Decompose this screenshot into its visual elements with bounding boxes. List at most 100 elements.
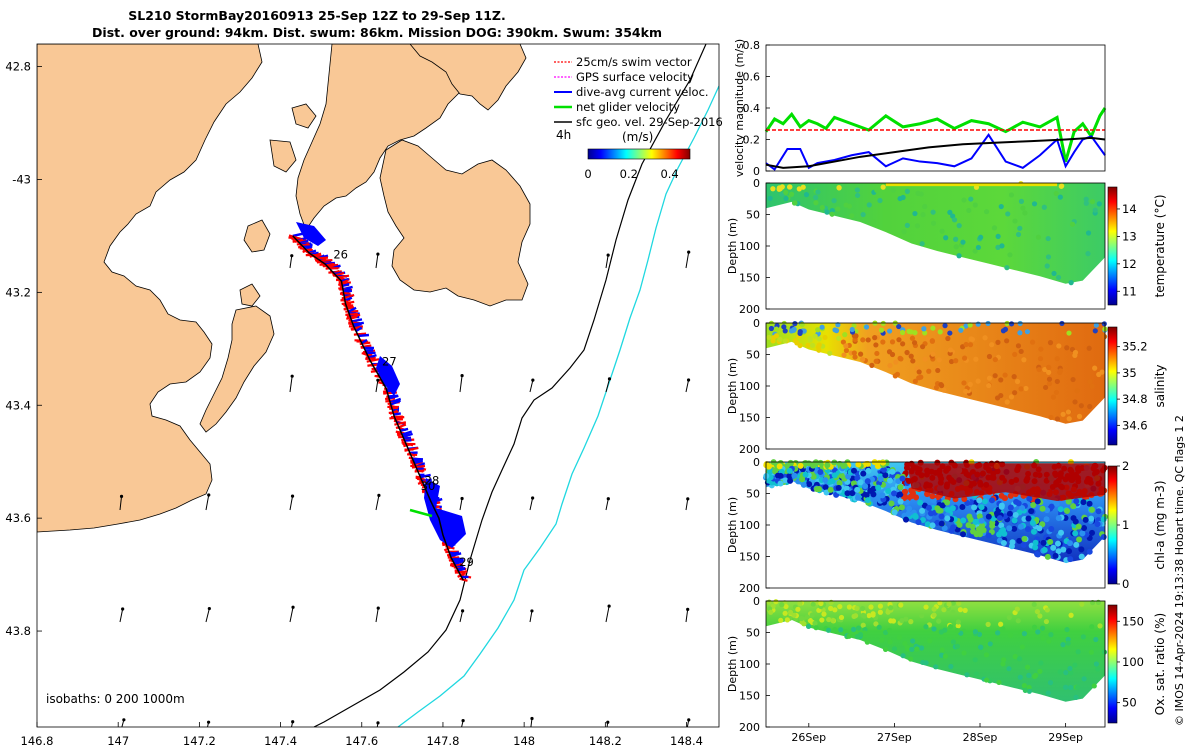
section-sample xyxy=(795,606,801,612)
map-xtick-label: 147.4 xyxy=(264,734,297,748)
section-sample xyxy=(891,490,898,497)
section-sample xyxy=(860,211,866,218)
section-sample xyxy=(994,395,1001,401)
section-sample xyxy=(1047,340,1054,346)
section-sample xyxy=(1056,343,1062,349)
section-ytick-label: 100 xyxy=(739,658,760,671)
swim-vector xyxy=(343,306,355,311)
section-sample xyxy=(800,481,807,488)
section-sample xyxy=(1064,508,1071,515)
section-sample xyxy=(804,614,810,620)
section-sample xyxy=(1072,530,1079,537)
section-sample xyxy=(995,233,1001,240)
section-sample xyxy=(878,327,885,333)
section-sample xyxy=(787,459,794,466)
section-sample xyxy=(1004,320,1010,327)
velocity-panel: 0 0.2 0.4 0.6 0.8 velocity magnitude (m/s) xyxy=(733,39,1107,178)
section-sample xyxy=(838,627,844,633)
section-sample xyxy=(880,184,886,190)
velocity-ytick-label: 0.6 xyxy=(743,71,761,84)
section-sample xyxy=(1048,632,1054,638)
section-sample xyxy=(887,477,894,484)
section-sample xyxy=(985,513,992,520)
section-sample xyxy=(1053,500,1060,507)
section-sample xyxy=(1043,618,1050,625)
legend-sfc-geo: sfc geo. vel. 29-Sep-2016 xyxy=(576,115,723,129)
section-sample xyxy=(925,504,932,511)
geo-vector xyxy=(605,605,610,623)
section-sample xyxy=(929,338,935,344)
section-sample xyxy=(773,599,779,605)
section-sample xyxy=(999,243,1005,249)
section-sample xyxy=(850,467,857,474)
section-sample xyxy=(854,486,861,493)
section-sample xyxy=(846,604,852,610)
section-sample xyxy=(961,650,967,656)
section-sample xyxy=(964,672,970,678)
section-sample xyxy=(1008,394,1015,400)
section-sample xyxy=(926,368,932,374)
current-vector xyxy=(353,322,362,328)
section-sample xyxy=(1015,231,1022,238)
section-ytick-label: 0 xyxy=(753,456,760,469)
section-sample xyxy=(824,462,831,469)
section-sample xyxy=(1097,623,1103,629)
section-sample xyxy=(1005,211,1011,217)
section-sample xyxy=(976,631,983,637)
section-sample xyxy=(927,638,933,644)
section-sample xyxy=(797,600,803,607)
section-sample xyxy=(1000,661,1006,667)
section-sample xyxy=(768,609,774,615)
section-sample xyxy=(1075,684,1081,691)
section-sample xyxy=(818,600,824,607)
section-sample xyxy=(1000,626,1006,632)
section-sample xyxy=(763,461,770,468)
current-vector xyxy=(402,432,413,438)
section-sample xyxy=(1070,376,1076,383)
section-ytick-label: 200 xyxy=(739,582,760,595)
geo-vector-head xyxy=(376,252,380,256)
section-sample xyxy=(837,603,843,610)
section-sample xyxy=(1037,668,1043,674)
geo-vector-head xyxy=(531,378,535,382)
section-sample xyxy=(1079,601,1085,607)
section-sample xyxy=(843,485,850,492)
section-sample xyxy=(970,528,977,535)
section-sample xyxy=(912,378,918,384)
section-sample xyxy=(898,602,904,608)
map-ytick-label: -43 xyxy=(12,172,31,186)
section-sample xyxy=(822,484,829,491)
colorbar-tick-label: 11 xyxy=(1122,284,1137,298)
section-sample xyxy=(1020,541,1027,548)
section-sample xyxy=(816,607,822,613)
section-sample xyxy=(912,210,918,217)
section-sample xyxy=(913,494,920,501)
swim-vector xyxy=(394,421,407,426)
section-sample xyxy=(1037,356,1044,362)
section-sample xyxy=(783,195,789,202)
section-sample xyxy=(1000,540,1007,547)
geo-vector-head xyxy=(606,253,610,257)
map-xtick-label: 147.6 xyxy=(345,734,378,748)
glider-track-swath xyxy=(288,222,472,582)
section-sample xyxy=(1018,386,1024,392)
section-sample xyxy=(998,377,1004,383)
section-sample xyxy=(1089,529,1096,536)
section-sample xyxy=(909,335,916,341)
section-sample xyxy=(849,213,855,219)
section-sample xyxy=(972,202,978,208)
glider-track xyxy=(292,235,464,581)
section-sample xyxy=(897,498,904,505)
section-sample xyxy=(1057,669,1063,675)
section-sample xyxy=(855,625,862,631)
section-sample xyxy=(805,623,812,630)
section-ytick-label: 100 xyxy=(739,519,760,532)
current-patch xyxy=(296,222,326,246)
geo-vector xyxy=(459,375,463,393)
section-sample xyxy=(914,223,920,229)
section-sample xyxy=(829,211,835,217)
section-sample xyxy=(899,475,906,482)
section-sample xyxy=(896,337,902,343)
section-sample xyxy=(1096,371,1102,378)
section-sample xyxy=(880,339,886,345)
